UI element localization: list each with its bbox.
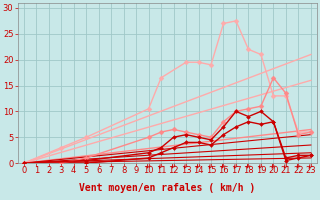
X-axis label: Vent moyen/en rafales ( km/h ): Vent moyen/en rafales ( km/h ) [79,183,255,193]
